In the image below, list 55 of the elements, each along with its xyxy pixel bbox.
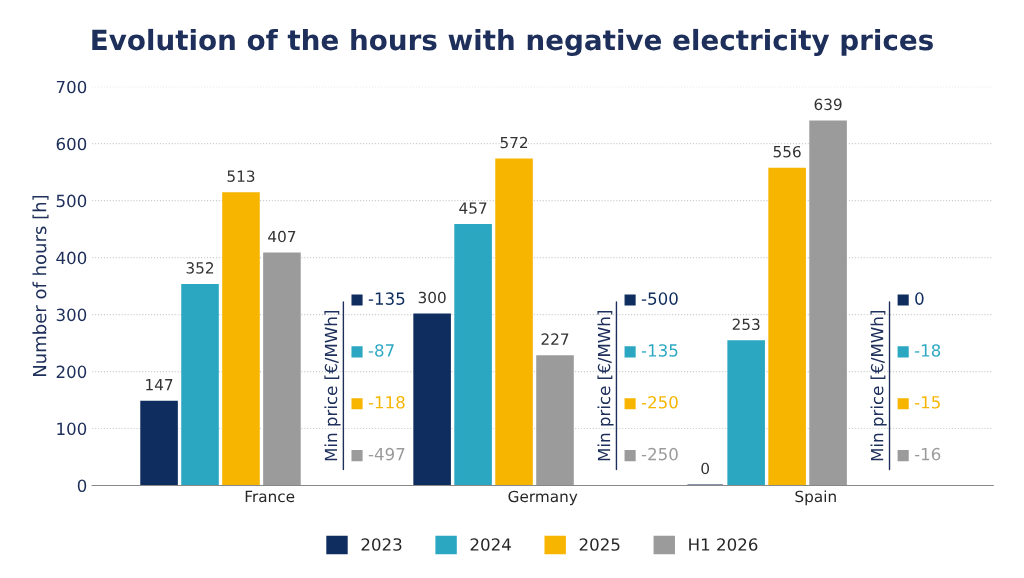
y-tick-label: 600 [56,137,87,151]
data-label: 572 [500,136,528,149]
y-axis-title: Number of hours [h] [32,195,49,377]
x-tick-label: France [245,490,295,503]
data-label: 457 [459,202,487,214]
text: Min price [€/MWh] [870,311,887,461]
data-label: 253 [732,318,760,331]
annotation: -500 [641,292,678,305]
data-label: 556 [773,145,801,158]
data-label: 407 [268,230,296,243]
bar [413,313,451,486]
bar [140,400,178,486]
data-label: 639 [814,98,842,111]
legend-label: 2024 [470,538,511,551]
bar [222,192,260,486]
annotation: -250 [641,395,678,409]
y-tick-label: 100 [57,422,87,436]
annotation: -16 [914,447,941,461]
annotation: Min price [€/MWh] [324,311,341,461]
y-tick-label: 0 [77,479,87,493]
y-tick-label: 300 [56,308,87,322]
y-tick-label: 500 [56,194,87,208]
legend-label: H1 2026 [689,538,758,551]
bar [809,120,847,486]
bar [263,252,301,486]
bar [536,355,574,486]
bar [768,167,806,486]
annotation: -135 [368,292,405,305]
data-label: 227 [541,333,569,345]
chart-title: Evolution of the hours with negative electricity prices [92,28,933,56]
data-label: 300 [418,291,446,304]
annotation: -15 [914,396,940,409]
annotation: -118 [368,395,405,409]
data-label: 513 [227,170,255,182]
bar [495,158,533,486]
text: Min price [€/MWh] [597,311,614,461]
y-tick-label: 700 [56,80,87,94]
legend-label: 2025 [579,538,620,551]
annotation: -87 [368,344,394,357]
annotation: -18 [914,344,941,357]
annotation: 0 [915,292,924,305]
legend-label: 2023 [361,538,402,551]
x-tick-label: Germany [508,490,578,506]
x-tick-label: Spain [795,490,836,506]
y-tick-label: 200 [56,365,87,379]
y-tick-label: 400 [56,251,87,265]
bar [181,283,219,486]
data-label: 147 [146,379,173,391]
annotation: -135 [641,344,678,357]
bar [727,340,765,486]
data-label: 0 [701,462,710,475]
annotation: -497 [368,447,405,461]
data-label: 352 [186,262,214,274]
bar [454,224,492,486]
annotation: -250 [641,447,678,461]
